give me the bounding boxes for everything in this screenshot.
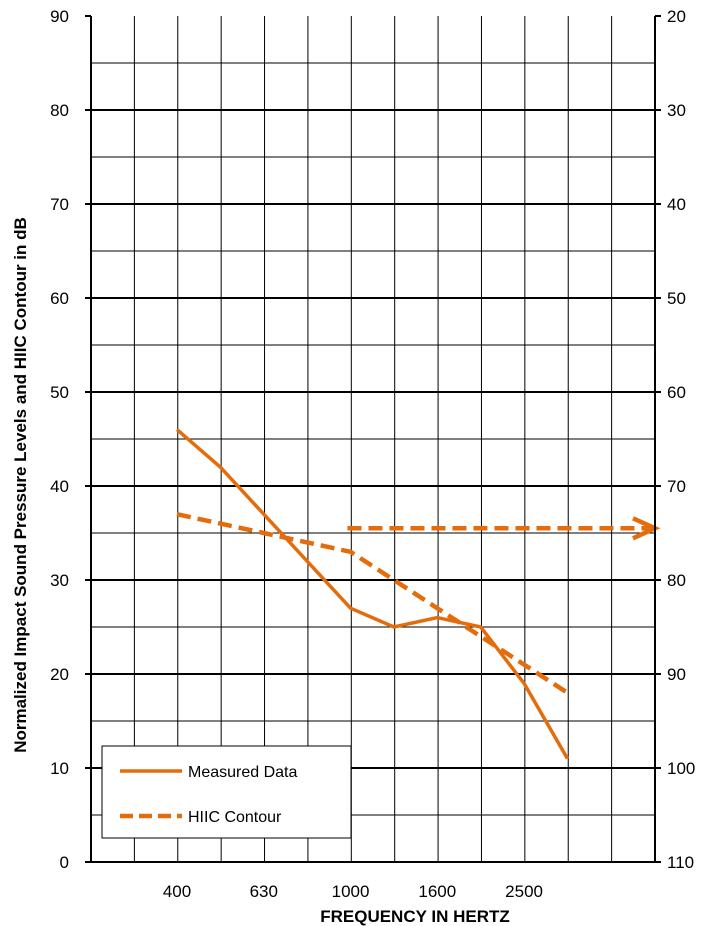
y2-tick-label: 80 xyxy=(667,571,686,590)
y2-tick-label: 70 xyxy=(667,477,686,496)
x-tick-label: 1000 xyxy=(332,882,370,901)
y2-tick-label: 40 xyxy=(667,195,686,214)
y-tick-label: 10 xyxy=(50,759,69,778)
grid xyxy=(91,16,655,862)
y2-tick-label: 50 xyxy=(667,289,686,308)
x-tick-label: 2500 xyxy=(505,882,543,901)
y-tick-label: 40 xyxy=(50,477,69,496)
legend-measured-label: Measured Data xyxy=(188,764,297,781)
axes xyxy=(85,15,661,863)
y2-tick-label: 30 xyxy=(667,101,686,120)
y-tick-label: 20 xyxy=(50,665,69,684)
y-tick-label: 70 xyxy=(50,195,69,214)
y2-tick-label: 110 xyxy=(667,853,694,872)
hiic-contour-line xyxy=(176,512,569,695)
x-tick-label: 630 xyxy=(250,882,278,901)
y2-tick-label: 100 xyxy=(667,759,695,778)
y-tick-label: 0 xyxy=(60,853,69,872)
y-tick-label: 50 xyxy=(50,383,69,402)
y-tick-label: 30 xyxy=(50,571,69,590)
legend: Measured Data HIIC Contour xyxy=(101,745,352,839)
legend-box xyxy=(101,745,352,839)
measured-data-line xyxy=(175,428,569,760)
series-layer xyxy=(175,428,661,760)
legend-hiic-label: HIIC Contour xyxy=(188,809,282,826)
y-axis-title: Normalized Impact Sound Pressure Levels … xyxy=(11,217,30,753)
x-tick-label: 400 xyxy=(163,882,191,901)
y-tick-label: 80 xyxy=(50,101,69,120)
y2-tick-label: 20 xyxy=(667,7,686,26)
tick-labels: 0 10 20 30 40 50 60 70 80 90 20 30 40 50 60 70 80 90 100 11… xyxy=(50,7,695,901)
x-tick-label: 1600 xyxy=(418,882,456,901)
y-tick-label: 60 xyxy=(50,289,69,308)
x-axis-title: FREQUENCY IN HERTZ xyxy=(320,907,510,926)
y-tick-label: 90 xyxy=(50,7,69,26)
y2-tick-label: 90 xyxy=(667,665,686,684)
y2-tick-label: 60 xyxy=(667,383,686,402)
